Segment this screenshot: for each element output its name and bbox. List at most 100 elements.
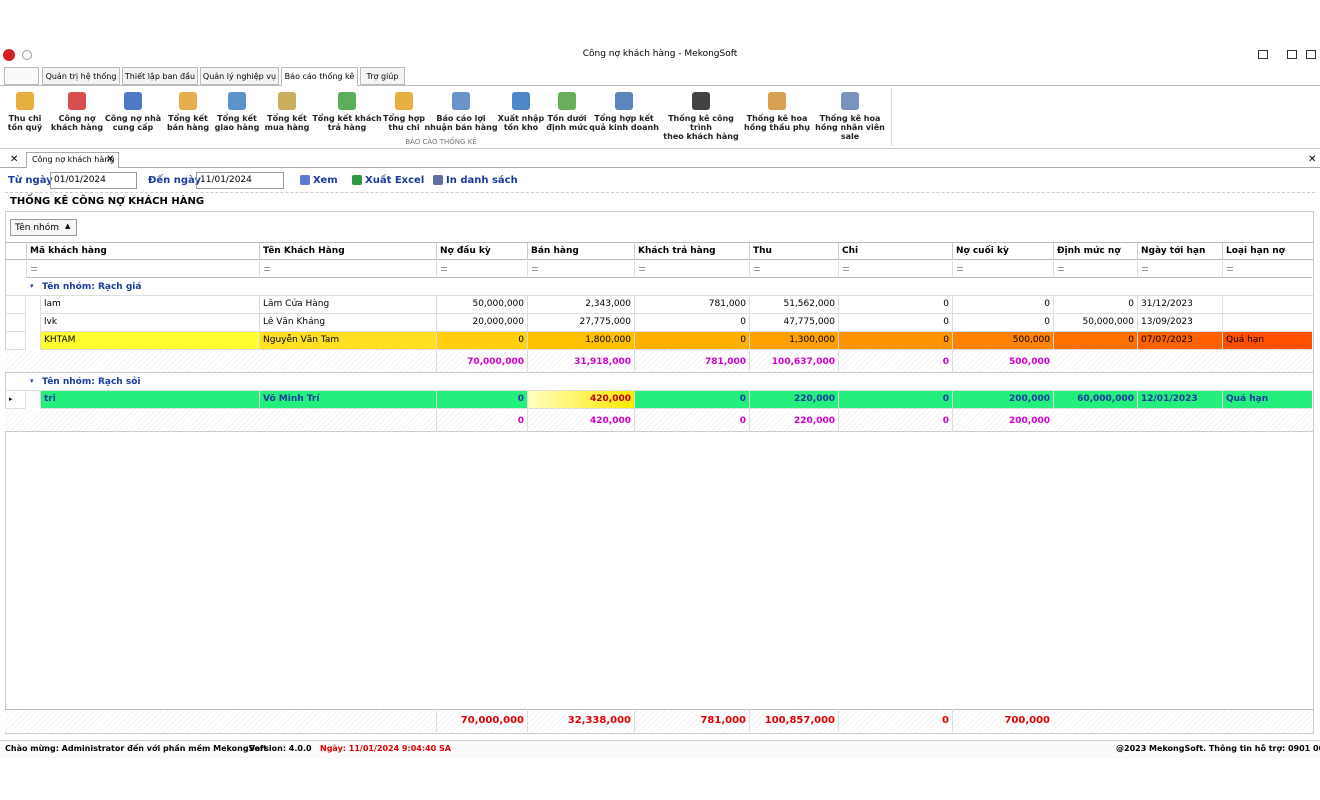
ribbon-icon — [228, 92, 246, 110]
ribbon-button[interactable]: Tổng kết khách trả hàng — [312, 114, 382, 132]
ribbon-button[interactable]: Công nợ khách hàng — [50, 114, 104, 132]
filter-icon[interactable] — [264, 267, 270, 271]
toolbar-icon — [433, 175, 443, 185]
ribbon-button[interactable]: Thu chi tồn quỹ — [7, 114, 43, 132]
cell: 1,800,000 — [527, 332, 634, 350]
status-welcome: Chào mừng: Administrator đến với phần mề… — [5, 744, 268, 753]
cell: 27,775,000 — [527, 314, 634, 332]
cell: 220,000 — [749, 391, 838, 409]
window-control[interactable] — [1287, 50, 1297, 59]
document-tab[interactable]: Công nợ khách hàng — [26, 152, 119, 168]
ribbon-icon — [768, 92, 786, 110]
column-header[interactable]: Tên Khách Hàng — [259, 243, 436, 260]
cell: 51,562,000 — [749, 296, 838, 314]
filter-cell — [259, 261, 436, 278]
cell: 1,300,000 — [749, 332, 838, 350]
filter-cell — [436, 261, 527, 278]
filter-icon[interactable] — [639, 267, 645, 271]
row-pointer: ▸ — [9, 395, 13, 403]
ribbon-button[interactable]: Xuất nhập tồn kho — [497, 114, 545, 132]
ribbon-button[interactable]: Tổng kết giao hàng — [214, 114, 260, 132]
menu-icon-tab[interactable] — [4, 67, 39, 85]
header-row — [5, 242, 1313, 260]
filter-icon[interactable] — [843, 267, 849, 271]
window-control[interactable] — [1306, 50, 1316, 59]
column-header[interactable]: Bán hàng — [527, 243, 634, 260]
column-header[interactable]: Thu — [749, 243, 838, 260]
ribbon-button[interactable]: Công nợ nhà cung cấp — [104, 114, 162, 132]
to-label: Đến ngày — [148, 175, 201, 186]
filter-icon[interactable] — [1227, 267, 1233, 271]
cell: Quá hạn — [1222, 391, 1312, 409]
toolbar-button[interactable]: In danh sách — [446, 175, 518, 186]
cell: 0 — [838, 314, 952, 332]
filter-icon[interactable] — [441, 267, 447, 271]
filter-icon[interactable] — [1142, 267, 1148, 271]
ribbon-button[interactable]: Báo cáo lợi nhuận bán hàng — [424, 114, 498, 132]
from-label: Từ ngày — [8, 175, 53, 186]
grand-total: 100,857,000 — [749, 709, 838, 732]
column-header[interactable]: Mã khách hàng — [26, 243, 259, 260]
menu-tab[interactable]: Quản lý nghiệp vụ — [200, 67, 279, 85]
menu-tab[interactable]: Quản trị hệ thống — [42, 67, 120, 85]
filter-icon[interactable] — [1058, 267, 1064, 271]
group-header — [5, 279, 1313, 296]
grand-total: 700,000 — [952, 709, 1053, 732]
ribbon-button[interactable]: Tổng hợp thu chi — [382, 114, 426, 132]
quick-access[interactable] — [22, 50, 32, 60]
group-label: Tên nhóm: Rạch sỏi — [42, 377, 141, 387]
ribbon-icon — [395, 92, 413, 110]
group-by-chip[interactable]: Tên nhóm — [10, 219, 77, 236]
from-date-input[interactable]: 01/01/2024 — [50, 172, 137, 189]
toolbar-button[interactable]: Xem — [313, 175, 338, 186]
ribbon-button[interactable]: Tổng hợp kết quả kinh doanh — [589, 114, 659, 132]
filter-icon[interactable] — [957, 267, 963, 271]
column-header[interactable]: Nợ cuối kỳ — [952, 243, 1053, 260]
ribbon-button[interactable]: Tổng kết mua hàng — [264, 114, 310, 132]
row-indicator — [5, 296, 26, 314]
column-header[interactable]: Chi — [838, 243, 952, 260]
cell: 2,343,000 — [527, 296, 634, 314]
filter-cell — [838, 261, 952, 278]
column-header[interactable]: Ngày tới hạn — [1137, 243, 1222, 260]
close-all[interactable]: ✕ — [10, 154, 19, 165]
column-header[interactable]: Khách trả hàng — [634, 243, 749, 260]
close-tab[interactable]: ✕ — [106, 154, 115, 165]
ribbon-icon — [558, 92, 576, 110]
to-date-input[interactable]: 11/01/2024 — [196, 172, 284, 189]
filter-icon[interactable] — [754, 267, 760, 271]
group-toggle[interactable]: ▾ — [30, 282, 34, 290]
cell: lam — [40, 296, 259, 314]
cell: 0 — [634, 314, 749, 332]
ribbon-button[interactable]: Thống kê hoa hồng nhân viên sale — [815, 114, 885, 141]
column-header[interactable]: Loại hạn nợ — [1222, 243, 1312, 260]
cell: 200,000 — [952, 391, 1053, 409]
cell: 47,775,000 — [749, 314, 838, 332]
filter-icon[interactable] — [532, 267, 538, 271]
cell: 0 — [436, 332, 527, 350]
close-panel[interactable]: ✕ — [1308, 154, 1317, 165]
column-header[interactable]: Định mức nợ — [1053, 243, 1137, 260]
group-total: 420,000 — [527, 409, 634, 432]
group-total: 200,000 — [952, 409, 1053, 432]
ribbon-button[interactable]: Tồn dưới định mức — [546, 114, 588, 132]
group-toggle[interactable]: ▾ — [30, 377, 34, 385]
ribbon-button[interactable]: Tổng kết bán hàng — [166, 114, 210, 132]
column-header[interactable]: Nợ đầu kỳ — [436, 243, 527, 260]
group-total: 220,000 — [749, 409, 838, 432]
status-copyright: @2023 MekongSoft. Thông tin hỗ trợ: 0901… — [1116, 744, 1320, 753]
filter-icon[interactable] — [31, 267, 37, 271]
menu-tab[interactable]: Thiết lập ban đầu — [122, 67, 198, 85]
menu-tab[interactable]: Trợ giúp — [360, 67, 405, 85]
menu-tab[interactable]: Báo cáo thống kê — [281, 67, 358, 86]
toolbar-button[interactable]: Xuất Excel — [365, 175, 425, 186]
filter-cell — [1137, 261, 1222, 278]
group-label: Tên nhóm: Rạch giá — [42, 282, 142, 292]
ribbon-button[interactable]: Thống kê hoa hồng thầu phụ — [744, 114, 810, 132]
filter-cell — [1222, 261, 1312, 278]
ribbon-button[interactable]: Thống kê công trình theo khách hàng — [663, 114, 739, 141]
window-control[interactable] — [1258, 50, 1268, 59]
ribbon-icon — [338, 92, 356, 110]
cell: 0 — [952, 314, 1053, 332]
